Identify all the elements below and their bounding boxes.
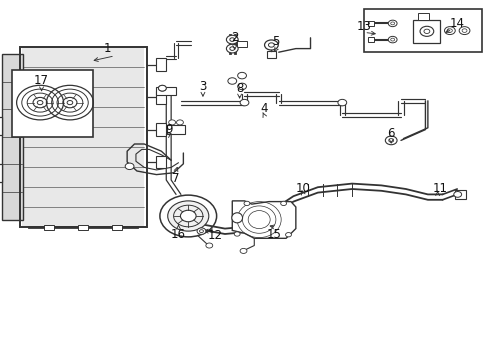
Circle shape [158, 85, 166, 91]
Bar [20, 47, 146, 227]
Circle shape [461, 29, 466, 32]
Circle shape [280, 201, 286, 206]
Circle shape [125, 163, 134, 170]
Text: 12: 12 [207, 229, 222, 242]
Circle shape [199, 230, 203, 233]
Circle shape [385, 136, 396, 145]
Circle shape [167, 201, 208, 231]
Text: 10: 10 [295, 183, 310, 195]
Bar [364, 9, 481, 52]
Circle shape [237, 83, 246, 90]
Bar [78, 225, 88, 230]
Text: 1: 1 [103, 42, 111, 55]
Text: 4: 4 [260, 102, 267, 114]
Bar [44, 225, 54, 230]
Text: 14: 14 [449, 17, 464, 30]
Text: 8: 8 [235, 82, 243, 95]
Circle shape [234, 232, 240, 236]
Circle shape [180, 210, 196, 222]
Circle shape [168, 120, 175, 125]
Bar [155, 156, 166, 168]
Circle shape [264, 40, 278, 50]
Circle shape [229, 47, 234, 50]
Circle shape [240, 99, 248, 106]
Ellipse shape [231, 213, 242, 223]
Circle shape [197, 228, 205, 234]
Bar [454, 190, 465, 199]
Text: 13: 13 [356, 21, 371, 33]
Circle shape [419, 26, 433, 36]
Text: 3: 3 [199, 80, 206, 93]
Circle shape [285, 233, 291, 237]
Circle shape [229, 38, 234, 41]
Text: 11: 11 [432, 183, 447, 195]
Circle shape [226, 35, 238, 44]
Bar [155, 58, 166, 71]
Circle shape [387, 36, 396, 43]
Bar [12, 70, 93, 137]
Circle shape [226, 44, 238, 53]
Bar [237, 41, 246, 47]
Circle shape [244, 201, 249, 206]
Circle shape [227, 78, 236, 84]
Bar [412, 20, 439, 43]
Polygon shape [232, 201, 295, 238]
Bar [112, 225, 122, 230]
Circle shape [444, 27, 454, 35]
Circle shape [388, 139, 393, 142]
Bar [367, 21, 373, 26]
Bar [367, 37, 373, 42]
Text: 5: 5 [272, 35, 280, 48]
Text: 15: 15 [266, 228, 281, 240]
Text: 16: 16 [171, 228, 185, 240]
Text: 7: 7 [172, 172, 180, 185]
Circle shape [447, 29, 451, 32]
Circle shape [240, 248, 246, 253]
Bar [266, 51, 276, 58]
Circle shape [158, 85, 166, 91]
Text: 17: 17 [34, 75, 49, 87]
Circle shape [205, 243, 212, 248]
Text: 6: 6 [386, 127, 394, 140]
Bar [156, 87, 176, 95]
Bar [417, 13, 428, 20]
Circle shape [237, 72, 246, 79]
Circle shape [458, 27, 469, 35]
Polygon shape [0, 164, 2, 182]
Text: 2: 2 [230, 31, 238, 44]
Bar [167, 125, 184, 134]
Polygon shape [0, 117, 2, 135]
Circle shape [390, 22, 394, 25]
Circle shape [453, 192, 461, 197]
Bar [155, 123, 166, 136]
Text: 9: 9 [164, 123, 172, 136]
Circle shape [337, 99, 346, 106]
Bar [2, 54, 23, 220]
Circle shape [176, 120, 183, 125]
Circle shape [423, 29, 429, 33]
Circle shape [390, 38, 394, 41]
Circle shape [268, 43, 274, 47]
Bar [22, 47, 144, 227]
Circle shape [387, 20, 396, 27]
Bar [155, 91, 166, 104]
